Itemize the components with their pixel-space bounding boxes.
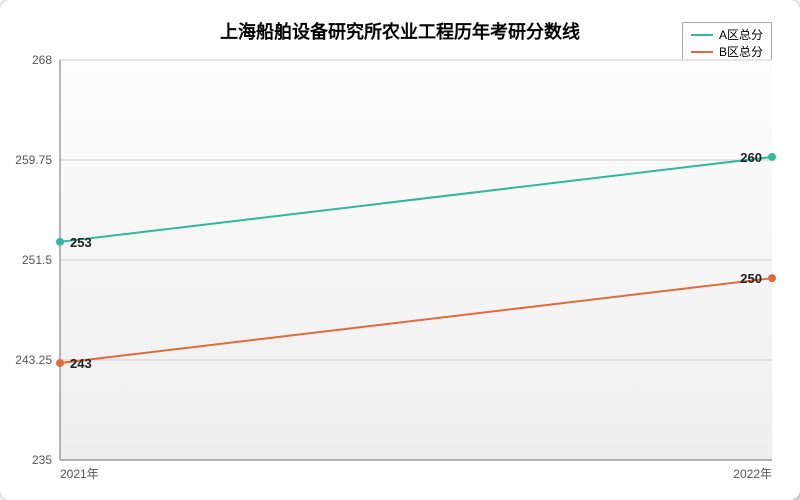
y-tick-label: 235 [32,453,52,467]
series-marker [768,153,776,161]
y-tick-label: 243.25 [15,353,52,367]
x-tick-label: 2021年 [60,467,99,481]
series-marker [56,238,64,246]
data-label: 253 [70,235,92,250]
chart-container: 上海船舶设备研究所农业工程历年考研分数线 A区总分 B区总分 235243.25… [0,0,800,500]
data-label: 260 [740,150,762,165]
data-label: 243 [70,356,92,371]
plot-svg: 235 243.25 251.5 259.75 268 2021年 2022年 253 260 2… [0,0,800,500]
series-marker [56,359,64,367]
y-tick-label: 268 [32,53,52,67]
data-label: 250 [740,271,762,286]
x-tick-label: 2022年 [733,467,772,481]
y-tick-label: 259.75 [15,153,52,167]
series-marker [768,274,776,282]
y-tick-label: 251.5 [22,253,52,267]
